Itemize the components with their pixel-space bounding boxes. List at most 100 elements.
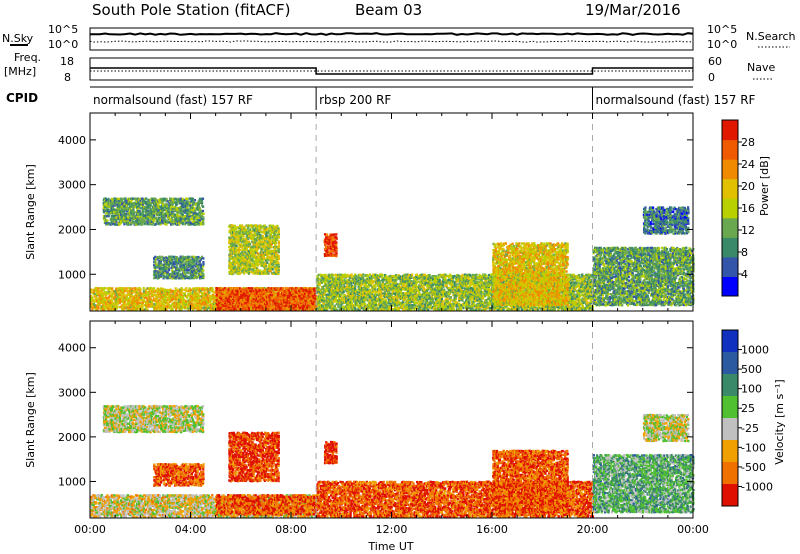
echo-cell — [197, 288, 200, 291]
echo-cell — [141, 300, 145, 303]
echo-cell — [145, 301, 148, 305]
echo-cell — [145, 306, 148, 310]
echo-cell — [132, 305, 135, 309]
echo-cell — [171, 296, 174, 300]
date-label: 19/Mar/2016 — [585, 1, 681, 19]
echo-cell — [153, 303, 156, 306]
echo-cell — [163, 297, 166, 300]
echo-cell — [206, 304, 209, 307]
echo-cell — [222, 302, 225, 306]
echo-cell — [144, 205, 147, 209]
echo-cell — [269, 303, 272, 306]
echo-cell — [165, 203, 169, 206]
echo-cell — [149, 292, 152, 295]
echo-cell — [189, 290, 192, 294]
echo-cell — [184, 307, 187, 310]
nsky-line — [90, 32, 694, 36]
echo-cell — [118, 288, 121, 291]
echo-cell — [122, 197, 125, 201]
echo-cell — [185, 296, 189, 299]
echo-cell — [166, 301, 169, 305]
echo-cell — [312, 287, 316, 290]
echo-cell — [136, 288, 139, 291]
echo-cell — [206, 292, 209, 295]
echo-cell — [97, 289, 100, 293]
echo-cell — [195, 298, 198, 301]
echo-cell — [247, 301, 250, 305]
echo-cell — [149, 288, 152, 292]
echo-cell — [220, 297, 223, 300]
echo-cell — [142, 292, 145, 295]
echo-cell — [250, 270, 253, 274]
echo-cell — [158, 294, 161, 297]
echo-cell — [140, 297, 143, 301]
echo-cell — [237, 297, 240, 300]
echo-cell — [148, 288, 151, 291]
echo-cell — [200, 289, 203, 292]
nsearch-label: N.Search — [746, 30, 796, 43]
echo-cell — [292, 286, 295, 290]
echo-cell — [188, 255, 191, 259]
echo-cell — [145, 303, 148, 306]
echo-cell — [219, 307, 222, 310]
echo-cell — [193, 291, 197, 294]
echo-cell — [136, 298, 139, 302]
echo-cell — [162, 203, 165, 206]
echo-cell — [139, 207, 142, 210]
echo-cell — [175, 301, 179, 305]
echo-cell — [308, 287, 311, 290]
echo-cell — [193, 207, 196, 210]
echo-cell — [269, 308, 272, 311]
echo-cell — [101, 293, 104, 297]
echo-cell — [214, 300, 217, 303]
echo-cell — [101, 296, 104, 299]
nsky-label: N.Sky — [2, 32, 34, 45]
echo-cell — [142, 294, 145, 298]
echo-cell — [214, 289, 217, 292]
echo-cell — [181, 288, 184, 292]
echo-cell — [187, 307, 190, 310]
echo-cell — [194, 292, 197, 296]
echo-cell — [127, 299, 130, 302]
echo-cell — [215, 299, 218, 302]
echo-cell — [147, 291, 150, 294]
echo-cell — [158, 255, 161, 258]
nsearch-tick-top: 10^5 — [707, 23, 737, 36]
echo-cell — [192, 289, 195, 293]
echo-cell — [102, 287, 105, 290]
echo-cell — [209, 300, 212, 303]
echo-cell — [253, 308, 256, 311]
echo-cell — [218, 293, 221, 296]
echo-cell — [156, 287, 159, 290]
echo-cell — [125, 289, 128, 293]
echo-cell — [211, 289, 214, 293]
echo-cell — [218, 303, 221, 306]
cpid-segments: normalsound (fast) 157 RF rbsp 200 RF norm… — [93, 87, 756, 110]
echo-cell — [215, 287, 218, 290]
echo-cell — [150, 301, 153, 305]
echo-cell — [204, 301, 207, 305]
echo-cell — [128, 304, 132, 307]
echo-cell — [108, 300, 111, 303]
echo-cell — [160, 291, 164, 294]
echo-cell — [192, 287, 196, 290]
cpid-segment-label: normalsound (fast) 157 RF — [596, 93, 756, 107]
echo-cell — [188, 303, 191, 306]
echo-cell — [133, 296, 136, 299]
echo-cell — [302, 304, 305, 307]
echo-cell — [129, 300, 132, 303]
echo-cell — [211, 307, 214, 310]
echo-cell — [90, 291, 93, 294]
echo-cell — [175, 256, 178, 259]
echo-cell — [199, 305, 203, 308]
echo-cell — [181, 255, 185, 258]
echo-cell — [154, 255, 157, 259]
echo-cell — [208, 306, 211, 310]
echo-cell — [248, 292, 252, 296]
echo-cell — [103, 299, 106, 302]
echo-cell — [173, 305, 176, 309]
echo-cell — [123, 305, 126, 309]
freq-frame — [89, 57, 694, 81]
echo-cell — [198, 305, 201, 308]
echo-cell — [107, 208, 110, 211]
